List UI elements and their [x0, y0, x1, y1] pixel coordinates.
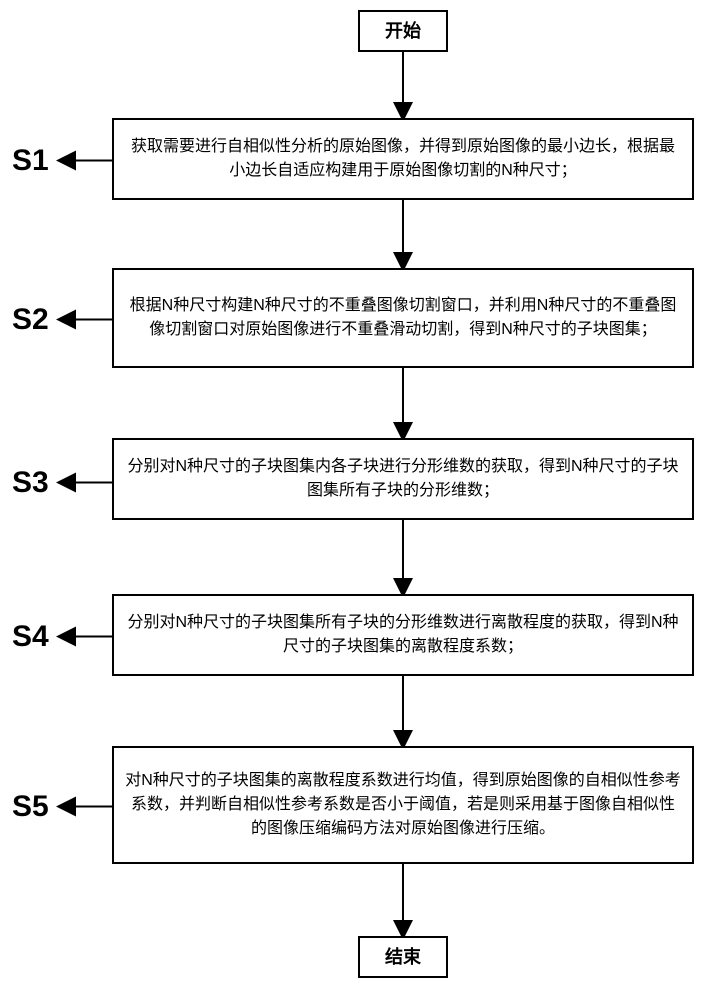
- process-s3: 分别对N种尺寸的子块图集内各子块进行分形维数的获取，得到N种尺寸的子块图集所有子…: [112, 438, 694, 520]
- step-label-s3: S3: [12, 466, 49, 500]
- step-label-s2: S2: [12, 303, 49, 337]
- process-s2: 根据N种尺寸构建N种尺寸的不重叠图像切割窗口，并利用N种尺寸的不重叠图像切割窗口…: [112, 268, 694, 368]
- start-text: 开始: [385, 18, 421, 45]
- step-label-s4: S4: [12, 620, 49, 654]
- step-label-s1: S1: [12, 144, 49, 178]
- process-s4: 分别对N种尺寸的子块图集所有子块的分形维数进行离散程度的获取，得到N种尺寸的子块…: [112, 594, 694, 676]
- end-text: 结束: [385, 944, 421, 971]
- process-s1: 获取需要进行自相似性分析的原始图像，并得到原始图像的最小边长，根据最小边长自适应…: [112, 118, 694, 200]
- end-node: 结束: [358, 936, 448, 978]
- process-s3-text: 分别对N种尺寸的子块图集内各子块进行分形维数的获取，得到N种尺寸的子块图集所有子…: [124, 455, 682, 503]
- process-s5-text: 对N种尺寸的子块图集的离散程度系数进行均值，得到原始图像的自相似性参考系数，并判…: [124, 769, 682, 841]
- process-s4-text: 分别对N种尺寸的子块图集所有子块的分形维数进行离散程度的获取，得到N种尺寸的子块…: [124, 611, 682, 659]
- flowchart-canvas: 开始 获取需要进行自相似性分析的原始图像，并得到原始图像的最小边长，根据最小边长…: [0, 0, 721, 1000]
- process-s1-text: 获取需要进行自相似性分析的原始图像，并得到原始图像的最小边长，根据最小边长自适应…: [124, 135, 682, 183]
- process-s2-text: 根据N种尺寸构建N种尺寸的不重叠图像切割窗口，并利用N种尺寸的不重叠图像切割窗口…: [124, 294, 682, 342]
- process-s5: 对N种尺寸的子块图集的离散程度系数进行均值，得到原始图像的自相似性参考系数，并判…: [112, 746, 694, 864]
- step-label-s5: S5: [12, 790, 49, 824]
- start-node: 开始: [358, 10, 448, 52]
